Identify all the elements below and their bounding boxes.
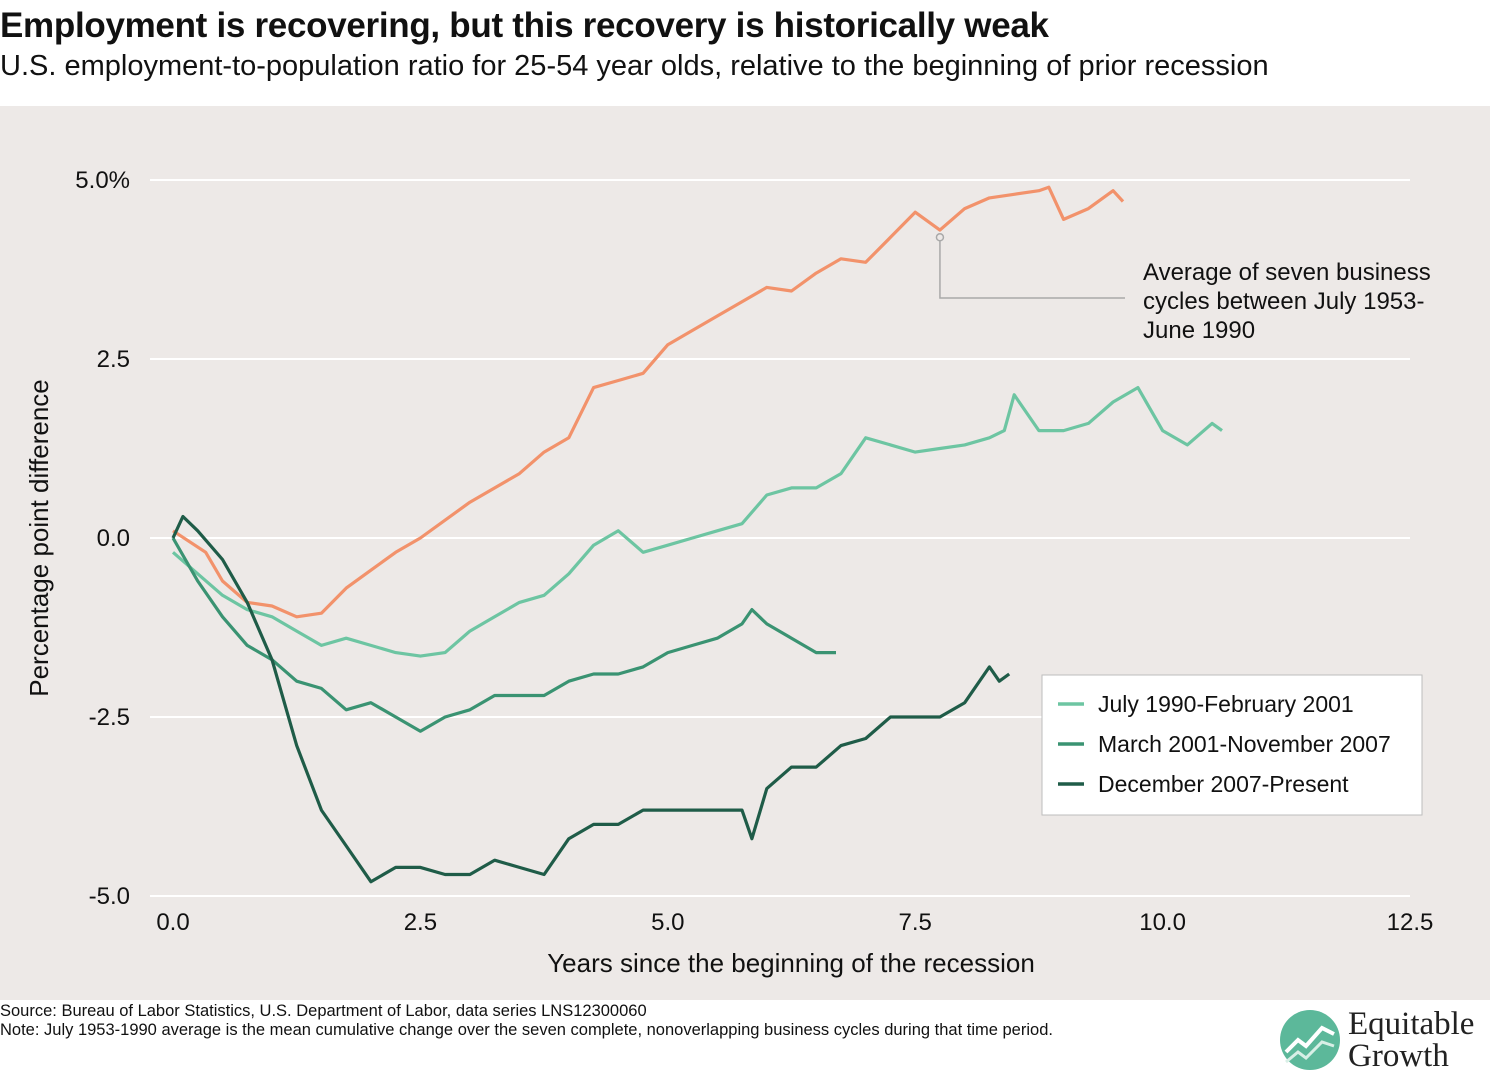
x-tick-label-0: 0.0 bbox=[156, 909, 189, 936]
x-tick-label-2: 5.0 bbox=[651, 909, 684, 936]
chart-title: Employment is recovering, but this recov… bbox=[0, 6, 1049, 45]
x-tick-label-1: 2.5 bbox=[404, 909, 437, 936]
legend-box bbox=[1041, 674, 1423, 816]
series-line-2 bbox=[171, 537, 836, 733]
x-tick-label-5: 12.5 bbox=[1387, 909, 1434, 936]
annotation-text-line-1: cycles between July 1953- bbox=[1143, 288, 1424, 315]
x-axis-title: Years since the beginning of the recessi… bbox=[547, 948, 1035, 978]
logo-line-2: Growth bbox=[1348, 1038, 1449, 1074]
y-tick-label-3: -2.5 bbox=[89, 704, 130, 731]
annotation-text-line-2: June 1990 bbox=[1143, 317, 1255, 344]
equitable-growth-logo: Equitable Growth bbox=[1278, 1006, 1488, 1074]
series-lines bbox=[171, 185, 1223, 884]
y-tick-label-1: 2.5 bbox=[97, 346, 130, 373]
logo-line-1: Equitable bbox=[1348, 1006, 1475, 1042]
annotation-leader-line bbox=[939, 237, 1125, 299]
legend-label-2: December 2007-Present bbox=[1098, 771, 1349, 797]
legend-label-1: March 2001-November 2007 bbox=[1098, 731, 1391, 757]
y-axis-title: Percentage point difference bbox=[24, 379, 54, 697]
footer: Source: Bureau of Labor Statistics, U.S.… bbox=[0, 1002, 1230, 1040]
annotation-text-line-0: Average of seven business bbox=[1143, 259, 1431, 286]
series-line-0 bbox=[172, 185, 1125, 619]
series-line-1 bbox=[171, 386, 1223, 658]
y-axis-ticks: 5.0% 2.5 0.0 -2.5 -5.0 bbox=[75, 167, 130, 910]
x-tick-label-3: 7.5 bbox=[899, 909, 932, 936]
note-text: Note: July 1953-1990 average is the mean… bbox=[0, 1021, 1053, 1039]
y-tick-label-2: 0.0 bbox=[97, 525, 130, 552]
chart-panel: 5.0% 2.5 0.0 -2.5 -5.0 0.0 2.5 5.0 7.5 10.0 12.5 … bbox=[0, 106, 1490, 1000]
legend-label-0: July 1990-February 2001 bbox=[1098, 691, 1354, 717]
y-tick-label-4: -5.0 bbox=[89, 883, 130, 910]
x-axis-ticks: 0.0 2.5 5.0 7.5 10.0 12.5 bbox=[156, 909, 1433, 936]
chart-subtitle: U.S. employment-to-population ratio for … bbox=[0, 50, 1269, 82]
logo-icon bbox=[1280, 1010, 1340, 1070]
series-line-3 bbox=[171, 514, 1011, 884]
y-tick-label-0: 5.0% bbox=[75, 167, 130, 194]
source-text: Source: Bureau of Labor Statistics, U.S.… bbox=[0, 1002, 647, 1020]
annotation-marker bbox=[935, 233, 945, 242]
x-tick-label-4: 10.0 bbox=[1139, 909, 1186, 936]
line-chart: 5.0%2.50.0-2.5-5.0 0.0 2.5 5.0 7.5 10.0 12.5 … bbox=[24, 167, 1433, 978]
logo-wordmark: Equitable Growth bbox=[1348, 1006, 1475, 1074]
legend: July 1990-February 2001 March 2001-Novemb… bbox=[1041, 674, 1423, 816]
